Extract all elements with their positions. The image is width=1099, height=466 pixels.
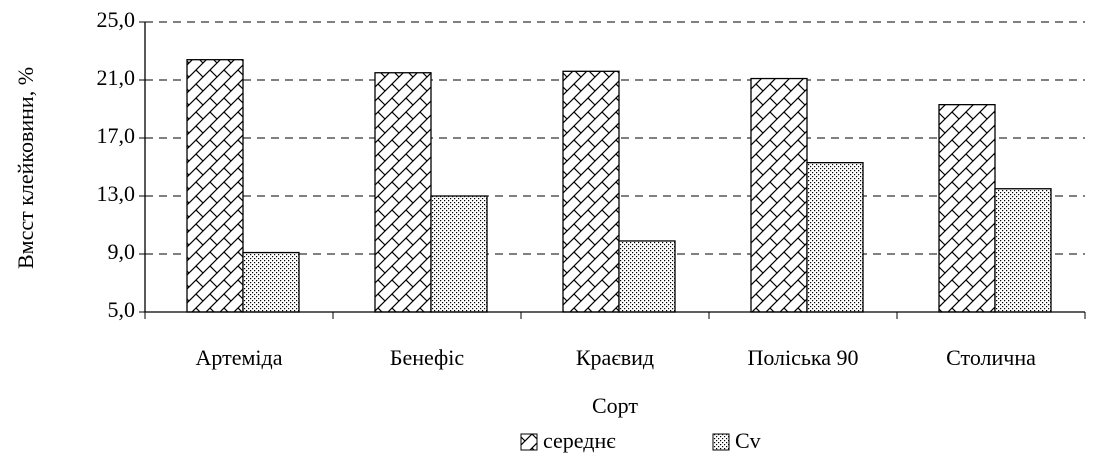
x-tick-label: Столична <box>946 345 1036 370</box>
bar <box>430 195 488 313</box>
y-tick-label: 17,0 <box>97 123 136 148</box>
y-tick-label: 21,0 <box>97 65 136 90</box>
legend-swatch <box>712 433 730 451</box>
x-tick-label: Бенефіс <box>390 345 465 370</box>
bar <box>750 77 808 313</box>
x-tick-label: Поліська 90 <box>747 345 858 370</box>
y-tick-label: 13,0 <box>97 181 136 206</box>
bar <box>938 104 996 313</box>
x-tick-label: Краєвид <box>576 345 654 370</box>
bar <box>618 240 676 313</box>
legend-swatch <box>520 433 538 451</box>
bar <box>806 161 864 313</box>
bar <box>994 188 1052 313</box>
y-tick-label: 9,0 <box>108 239 136 264</box>
bar <box>562 70 620 313</box>
y-tick-label: 5,0 <box>108 297 136 322</box>
y-tick-label: 25,0 <box>97 7 136 32</box>
legend-label: Cv <box>735 428 761 453</box>
bar <box>374 72 432 313</box>
y-axis-label: Вмсст клейковини, % <box>13 67 38 269</box>
bar <box>242 251 300 313</box>
legend-label: середнє <box>543 428 616 453</box>
bar <box>186 59 244 313</box>
x-tick-label: Артеміда <box>196 345 283 370</box>
x-axis-label: Сорт <box>592 393 638 418</box>
